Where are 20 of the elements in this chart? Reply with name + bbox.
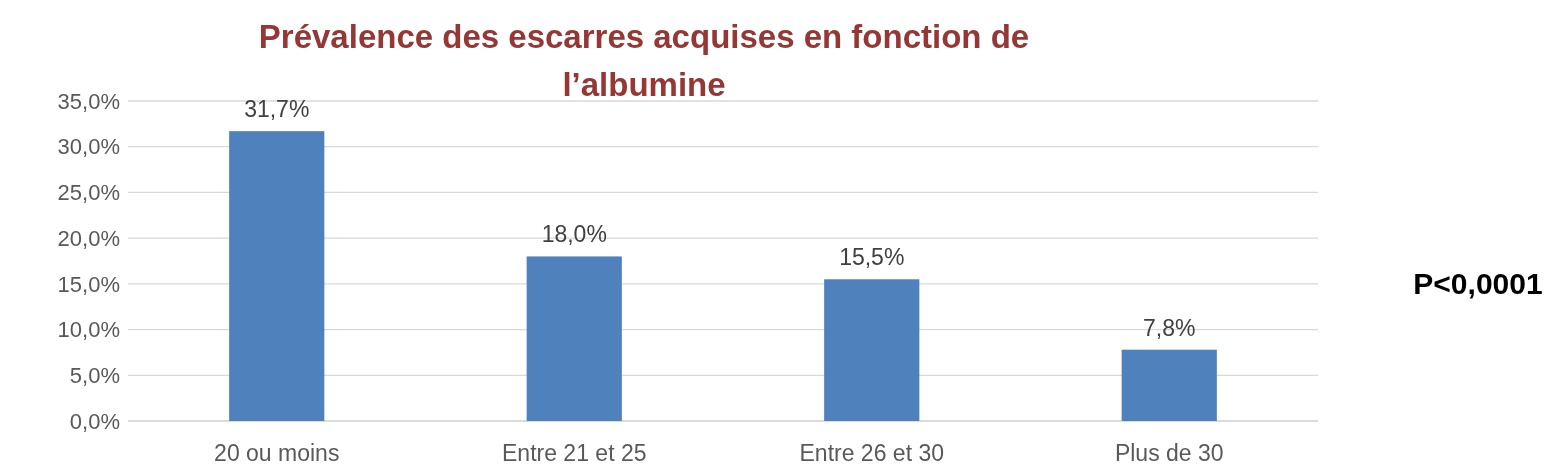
y-tick-label: 35,0% bbox=[57, 88, 120, 114]
bar bbox=[229, 131, 325, 421]
y-tick-label: 15,0% bbox=[57, 271, 120, 297]
data-label: 15,5% bbox=[839, 244, 905, 271]
bar bbox=[824, 279, 920, 421]
x-tick-label: Entre 26 et 30 bbox=[799, 440, 944, 466]
y-tick-label: 0,0% bbox=[69, 408, 120, 434]
y-tick-label: 20,0% bbox=[57, 225, 120, 251]
x-tick-label: Entre 21 et 25 bbox=[502, 440, 647, 466]
x-tick-label: Plus de 30 bbox=[1114, 440, 1224, 466]
x-tick-label: 20 ou moins bbox=[214, 440, 340, 466]
y-tick-label: 10,0% bbox=[57, 317, 120, 343]
bar bbox=[526, 256, 622, 421]
y-tick-label: 25,0% bbox=[57, 180, 120, 206]
data-label: 18,0% bbox=[541, 221, 607, 248]
bar bbox=[1121, 349, 1217, 421]
data-label: 7,8% bbox=[1143, 314, 1196, 341]
y-tick-label: 30,0% bbox=[57, 134, 120, 160]
y-tick-label: 5,0% bbox=[69, 362, 120, 388]
text: P<0,0001 bbox=[1413, 267, 1543, 300]
